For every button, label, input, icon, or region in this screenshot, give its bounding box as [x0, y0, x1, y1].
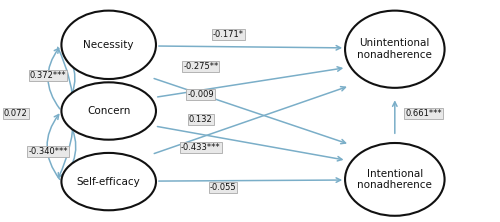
Text: Intentional
nonadherence: Intentional nonadherence: [358, 168, 432, 190]
Text: 0.132: 0.132: [189, 115, 212, 124]
Ellipse shape: [345, 11, 444, 88]
Text: 0.072: 0.072: [4, 109, 28, 118]
Text: Necessity: Necessity: [84, 40, 134, 50]
Text: -0.275**: -0.275**: [183, 62, 218, 71]
Ellipse shape: [345, 143, 444, 216]
Text: Unintentional
nonadherence: Unintentional nonadherence: [358, 38, 432, 60]
Text: -0.009: -0.009: [188, 90, 214, 99]
Ellipse shape: [62, 82, 156, 140]
Ellipse shape: [62, 11, 156, 79]
Text: 0.661***: 0.661***: [406, 109, 442, 118]
Text: -0.171*: -0.171*: [212, 30, 244, 39]
Text: -0.340***: -0.340***: [28, 147, 68, 156]
Text: 0.372***: 0.372***: [30, 71, 66, 80]
Text: Concern: Concern: [87, 106, 130, 116]
Text: Self-efficacy: Self-efficacy: [77, 176, 140, 187]
Text: -0.433***: -0.433***: [181, 143, 220, 152]
Text: -0.055: -0.055: [210, 183, 236, 192]
Ellipse shape: [62, 153, 156, 210]
